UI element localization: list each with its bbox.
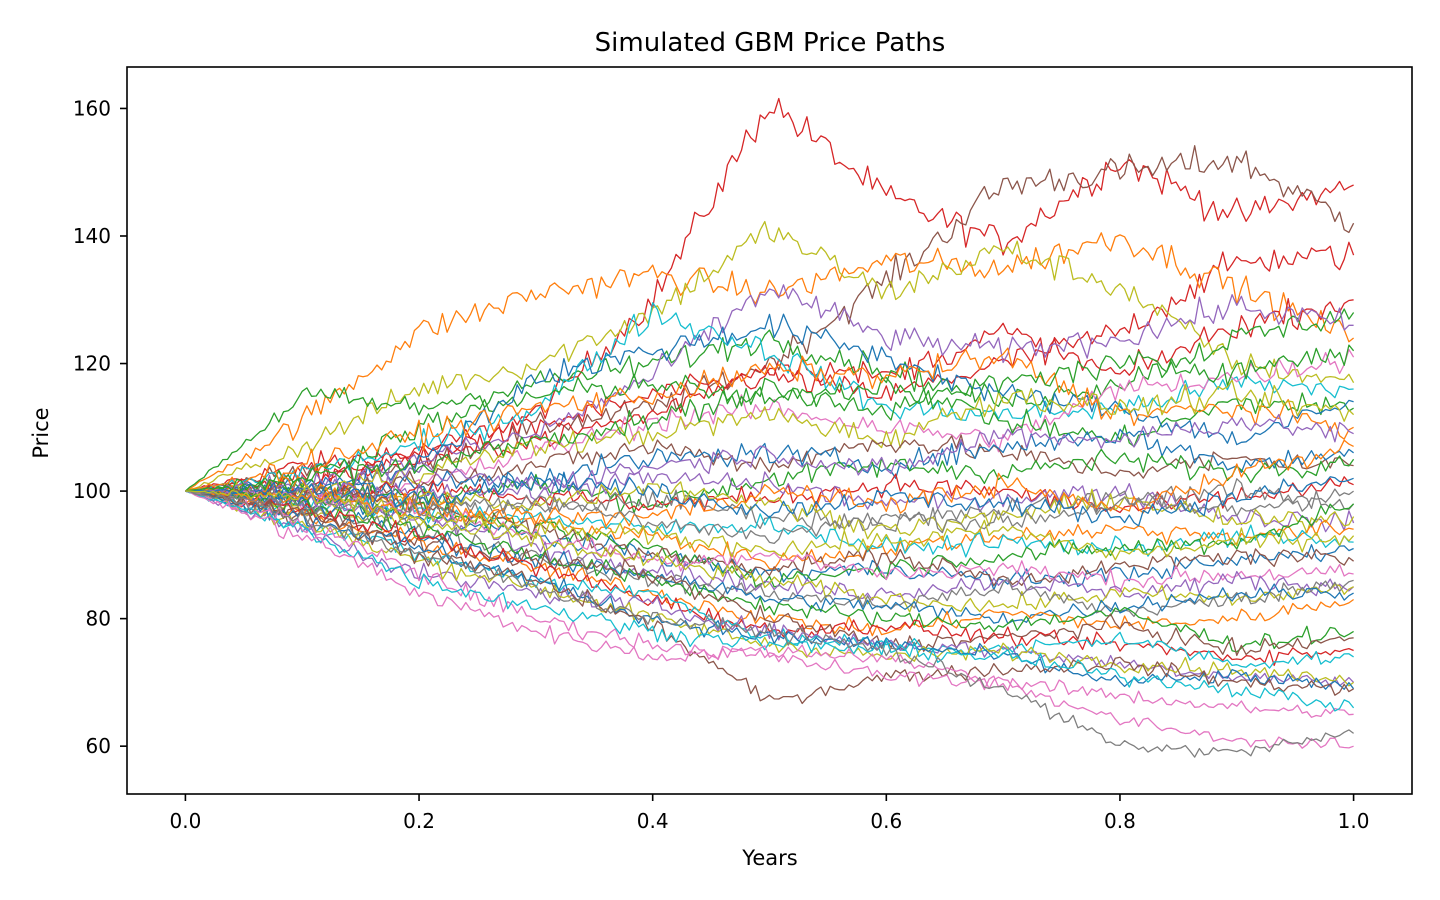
y-axis-label: Price: [29, 407, 53, 458]
price-path-5: [185, 220, 1355, 492]
price-path-18: [185, 473, 1354, 514]
y-tick-label: 60: [86, 734, 111, 758]
price-path-9: [185, 302, 1354, 492]
x-tick-label: 0.2: [403, 809, 435, 833]
price-path-50: [185, 484, 1355, 561]
price-path-2: [185, 145, 1355, 492]
price-path-1: [185, 97, 1354, 492]
y-tick-label: 100: [73, 479, 111, 503]
price-path-47: [185, 344, 1355, 493]
price-path-7: [184, 308, 1355, 492]
price-path-36: [185, 490, 1354, 669]
y-tick-label: 80: [86, 607, 111, 631]
price-path-26: [185, 480, 1354, 587]
price-path-24: [185, 486, 1354, 591]
price-path-14: [185, 379, 1355, 498]
price-path-29: [185, 490, 1354, 613]
price-path-31: [185, 490, 1354, 625]
x-axis: 0.0 0.2 0.4 0.6 0.8 1.0: [170, 794, 1370, 833]
price-path-40: [185, 490, 1354, 705]
x-tick-label: 0.8: [1104, 809, 1136, 833]
price-path-33: [185, 490, 1354, 653]
price-path-46: [185, 413, 1354, 496]
price-path-39: [185, 490, 1355, 690]
price-path-19: [185, 471, 1355, 533]
y-tick-label: 120: [73, 352, 111, 376]
y-tick-label: 160: [73, 96, 111, 120]
series-layer: [184, 97, 1355, 758]
x-tick-label: 1.0: [1338, 809, 1370, 833]
price-path-37: [185, 490, 1355, 688]
price-path-43: [185, 490, 1354, 749]
plot-frame: [126, 66, 1413, 795]
price-path-4: [185, 232, 1355, 492]
price-path-41: [185, 490, 1354, 718]
price-path-42: [185, 490, 1355, 712]
price-path-21: [185, 481, 1355, 540]
y-axis: 60 80 100 120 140 160: [73, 96, 127, 758]
price-path-49: [185, 468, 1354, 527]
price-path-12: [185, 313, 1354, 495]
x-axis-label: Years: [741, 846, 797, 870]
price-path-30: [185, 490, 1354, 618]
price-path-3: [185, 241, 1355, 492]
price-path-44: [185, 490, 1354, 758]
price-path-15: [185, 434, 1354, 511]
price-path-22: [185, 475, 1354, 570]
x-tick-label: 0.4: [637, 809, 669, 833]
x-tick-label: 0.6: [870, 809, 902, 833]
price-path-11: [185, 373, 1354, 492]
price-path-13: [185, 347, 1354, 492]
y-tick-label: 140: [73, 224, 111, 248]
chart-title: Simulated GBM Price Paths: [595, 28, 946, 58]
x-tick-label: 0.0: [170, 809, 202, 833]
